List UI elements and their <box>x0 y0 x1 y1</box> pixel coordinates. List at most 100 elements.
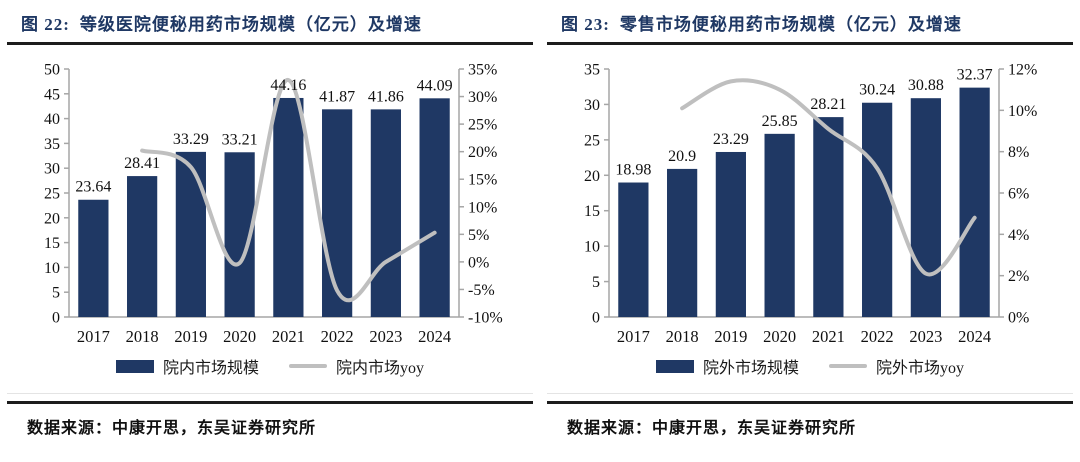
right-axis-tick-label: 0% <box>468 254 489 271</box>
source-text: 中康开思，东吴证券研究所 <box>652 420 857 437</box>
left-axis-tick-label: 0 <box>592 310 600 327</box>
right-axis-tick-label: -5% <box>468 282 495 299</box>
bar <box>813 117 844 317</box>
left-axis-tick-label: 25 <box>44 186 60 203</box>
right-axis-tick-label: 35% <box>468 62 497 79</box>
bar-value-label: 25.85 <box>762 113 798 130</box>
x-axis-tick-label: 2023 <box>909 327 942 346</box>
left-axis-tick-label: 15 <box>584 203 600 220</box>
legend-item-line: 院外市场yoy <box>829 354 964 378</box>
bar <box>175 151 206 317</box>
figure-23-label: 图 23: <box>561 15 610 34</box>
right-axis-tick-label: 2% <box>1008 268 1029 285</box>
legend-label: 院外市场规模 <box>702 360 799 377</box>
bar-swatch-icon <box>115 359 154 373</box>
right-axis-tick-label: 5% <box>468 227 489 244</box>
left-axis-tick-label: 20 <box>584 168 600 185</box>
legend: 院外市场规模 院外市场yoy <box>547 353 1073 379</box>
right-axis-tick-label: 0% <box>1008 310 1029 327</box>
chart-bottom-edge <box>547 393 1073 394</box>
x-axis-tick-label: 2018 <box>666 327 699 346</box>
line-swatch-icon <box>829 364 867 368</box>
yoy-line <box>140 78 437 302</box>
x-axis-tick-label: 2024 <box>418 327 451 346</box>
bar-value-label: 30.88 <box>908 77 944 94</box>
bar-value-label: 23.64 <box>75 179 111 196</box>
title-divider <box>7 42 533 45</box>
right-axis-tick-label: 30% <box>468 89 497 106</box>
figure-22-source: 数据来源：中康开思，东吴证券研究所 <box>7 404 533 438</box>
bar-value-label: 30.24 <box>859 82 895 99</box>
left-axis-tick-label: 50 <box>44 62 60 79</box>
chart-bottom-edge <box>7 393 533 394</box>
x-axis-tick-label: 2020 <box>223 327 256 346</box>
left-axis-tick-label: 35 <box>584 62 600 79</box>
bar <box>715 151 746 317</box>
figure-23-source: 数据来源：中康开思，东吴证券研究所 <box>547 404 1073 438</box>
left-axis-tick-label: 5 <box>592 274 600 291</box>
bar-value-label: 23.29 <box>713 131 749 148</box>
legend-label: 院外市场yoy <box>876 360 965 377</box>
left-axis-tick-label: 10 <box>584 239 600 256</box>
legend-label: 院内市场规模 <box>162 360 259 377</box>
bar <box>959 87 990 317</box>
bar-value-label: 41.87 <box>319 88 355 105</box>
figure-23-title-text: 零售市场便秘用药市场规模（亿元）及增速 <box>619 15 962 34</box>
source-label: 数据来源： <box>27 420 113 437</box>
bar-value-label: 18.98 <box>615 162 651 179</box>
left-axis-tick-label: 45 <box>44 86 60 103</box>
figure-23: 图 23: 零售市场便秘用药市场规模（亿元）及增速 0 5 10 15 20 25 30 35 0… <box>540 0 1080 462</box>
bar-value-label: 44.09 <box>417 77 453 94</box>
left-axis-tick-label: 25 <box>584 132 600 149</box>
figure-22-title-text: 等级医院便秘用药市场规模（亿元）及增速 <box>79 15 422 34</box>
bar <box>667 168 698 317</box>
legend-item-bar: 院内市场规模 <box>115 354 259 378</box>
bar <box>78 199 109 317</box>
title-divider <box>547 42 1073 45</box>
left-axis-tick-label: 30 <box>584 97 600 114</box>
bar <box>273 97 304 317</box>
x-axis-tick-label: 2022 <box>861 327 894 346</box>
legend-label: 院内市场yoy <box>336 360 425 377</box>
bar <box>322 109 353 317</box>
right-axis-tick-label: 8% <box>1008 144 1029 161</box>
right-axis-tick-label: 10% <box>468 199 497 216</box>
bar-swatch-icon <box>655 359 694 373</box>
x-axis-tick-label: 2022 <box>321 327 354 346</box>
source-label: 数据来源： <box>567 420 653 437</box>
retail-market-chart: 0 5 10 15 20 25 30 35 0% 2% 4% 6% 8% 10% 12% 2017 2018 20… <box>584 62 1037 347</box>
right-axis-tick-label: 6% <box>1008 186 1029 203</box>
legend-item-line: 院内市场yoy <box>289 354 424 378</box>
left-axis-tick-label: 10 <box>44 260 60 277</box>
x-axis-tick-label: 2021 <box>812 327 845 346</box>
bar-value-label: 28.21 <box>810 96 846 113</box>
bar-value-label: 32.37 <box>957 67 993 84</box>
left-axis-tick-label: 40 <box>44 111 60 128</box>
right-axis-tick-label: 15% <box>468 172 497 189</box>
x-axis-tick-label: 2018 <box>126 327 159 346</box>
left-axis-tick-label: 20 <box>44 210 60 227</box>
bar <box>127 176 158 317</box>
x-axis-tick-label: 2023 <box>369 327 402 346</box>
bar-value-label: 20.9 <box>668 148 696 165</box>
figure-22-title: 图 22: 等级医院便秘用药市场规模（亿元）及增速 <box>7 0 533 42</box>
legend: 院内市场规模 院内市场yoy <box>7 353 533 379</box>
left-axis-tick-label: 30 <box>44 161 60 178</box>
x-axis-tick-label: 2017 <box>617 327 650 346</box>
left-axis-tick-label: 5 <box>52 285 60 302</box>
figure-23-title: 图 23: 零售市场便秘用药市场规模（亿元）及增速 <box>547 0 1073 42</box>
right-axis-tick-label: 12% <box>1008 62 1037 79</box>
right-axis-tick-label: 4% <box>1008 227 1029 244</box>
right-axis-tick-label: 25% <box>468 117 497 134</box>
chart-plot: 0 5 10 15 20 25 30 35 40 45 50 -10% -5% 0% 5% 10% 15% 20%… <box>44 62 503 347</box>
legend-item-bar: 院外市场规模 <box>655 354 799 378</box>
left-axis-tick-label: 0 <box>52 310 60 327</box>
x-axis-tick-label: 2017 <box>77 327 110 346</box>
x-axis-tick-label: 2019 <box>174 327 207 346</box>
left-axis-tick-label: 35 <box>44 136 60 153</box>
bar-value-label: 28.41 <box>124 155 160 172</box>
x-axis-tick-label: 2021 <box>272 327 305 346</box>
right-axis-tick-label: 10% <box>1008 103 1037 120</box>
bar <box>764 133 795 317</box>
